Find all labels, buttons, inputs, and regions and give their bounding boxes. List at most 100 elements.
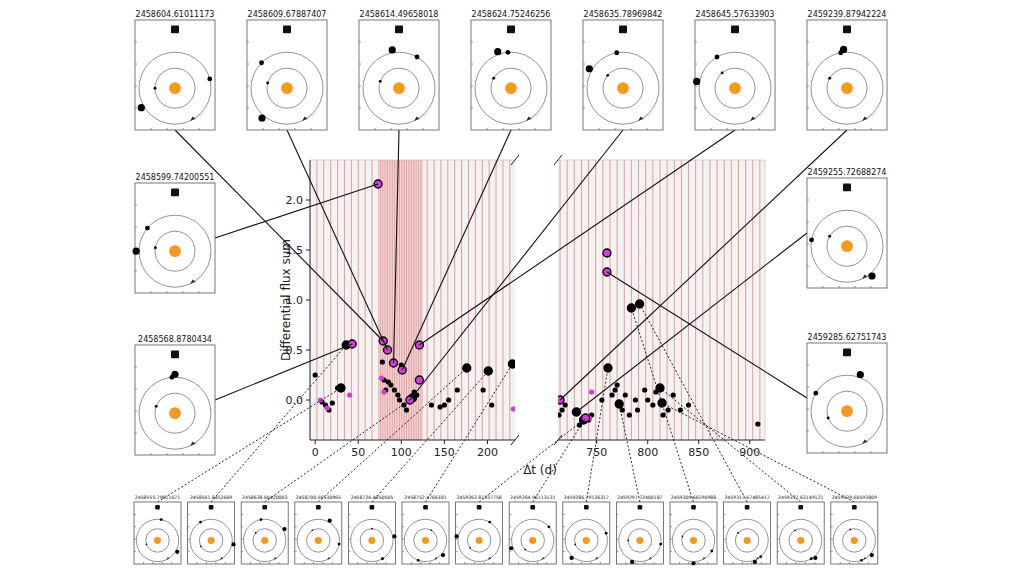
point-dot	[633, 397, 638, 402]
vertical-line	[461, 160, 462, 440]
point-dot	[404, 407, 409, 412]
point-dot	[429, 402, 434, 407]
point-dot	[599, 397, 604, 402]
orbit	[715, 68, 755, 108]
point-dot	[313, 372, 318, 377]
callout-line	[215, 344, 352, 400]
vertical-line	[372, 160, 373, 440]
thumbnail-tick	[583, 86, 585, 87]
x-tick-label: 200	[477, 446, 498, 459]
thumbnail-tick	[616, 539, 618, 540]
orbit	[811, 52, 883, 124]
thumbnail-tick	[135, 227, 137, 228]
thumbnail-frame	[563, 502, 610, 564]
thumbnail-tick	[670, 526, 672, 527]
thumbnail-tick	[386, 562, 387, 564]
thumbnail-tick	[831, 526, 833, 527]
top-line	[310, 160, 515, 161]
star	[851, 537, 858, 544]
planet	[494, 48, 501, 55]
x-tick	[487, 440, 488, 444]
thumbnail-label: 2458638.60420003	[242, 495, 287, 500]
vertical-line	[468, 160, 469, 440]
point-dot	[559, 407, 564, 412]
orbit-thumbnail	[563, 502, 610, 564]
thumbnail-tick	[616, 526, 618, 527]
planet	[138, 104, 145, 111]
x-tick	[315, 440, 316, 444]
thumbnail-tick	[295, 128, 296, 130]
planet	[691, 561, 695, 565]
data-point	[635, 407, 640, 412]
vertical-line	[427, 160, 428, 440]
thumbnail-tick	[695, 86, 697, 87]
thumbnail-tick	[724, 551, 726, 552]
thumbnail-tick	[635, 562, 636, 564]
orbit	[136, 519, 178, 561]
thumbnail-tick	[247, 86, 249, 87]
thumbnail-tick	[430, 562, 431, 564]
thumbnail-tick	[375, 128, 376, 130]
direction-arrow	[220, 557, 223, 560]
thumbnail-label: 2458568.8780434	[138, 335, 212, 344]
planet	[840, 46, 847, 53]
thumbnail-tick	[777, 514, 779, 515]
thumbnail-tick	[135, 411, 137, 412]
thumbnail-tick	[583, 64, 585, 65]
thumbnail-tick	[188, 551, 190, 552]
thumbnail-label: 2459285.62751743	[808, 333, 887, 342]
thumbnail-frame	[807, 20, 887, 130]
callout-line	[479, 420, 583, 502]
callout-line	[660, 388, 801, 502]
thumbnail-tick	[727, 128, 728, 130]
thumbnail-tick	[724, 514, 726, 515]
x-tick	[444, 440, 445, 444]
thumbnail-tick	[439, 562, 440, 564]
thumbnail-frame	[695, 20, 775, 130]
observer-icon	[619, 26, 627, 34]
callout-line	[215, 184, 378, 238]
direction-arrow	[327, 557, 330, 560]
planet	[381, 557, 384, 560]
point-dot	[347, 392, 352, 397]
orbit-thumbnail	[509, 502, 556, 564]
thumbnail-tick	[465, 562, 466, 564]
thumbnail-tick	[135, 108, 137, 109]
data-point	[615, 382, 620, 387]
vertical-line	[617, 160, 618, 440]
thumbnail-tick	[509, 526, 511, 527]
x-tick	[647, 440, 648, 444]
thumbnail-tick	[814, 562, 815, 564]
vertical-line	[645, 160, 646, 440]
orbit-thumbnail	[247, 20, 327, 130]
vertical-line	[688, 160, 689, 440]
orbit-thumbnail	[807, 178, 887, 288]
planet	[171, 371, 178, 378]
point-dot	[609, 392, 614, 397]
thumbnail-tick	[759, 128, 760, 130]
direction-arrow	[862, 275, 868, 279]
thumbnail-tick	[359, 108, 361, 109]
vertical-line	[610, 160, 611, 440]
orbit	[628, 529, 652, 553]
thumbnail-tick	[359, 86, 361, 87]
observer-icon	[370, 505, 375, 509]
thumbnail-tick	[707, 562, 708, 564]
planet	[441, 553, 445, 557]
planet	[630, 560, 634, 564]
vertical-line	[344, 160, 345, 440]
observer-icon	[852, 505, 857, 509]
direction-arrow	[488, 557, 491, 560]
thumbnail-tick	[742, 562, 743, 564]
orbit	[811, 210, 883, 282]
vertical-line	[496, 160, 497, 440]
thumbnail-frame	[135, 20, 215, 130]
thumbnail-tick	[135, 389, 137, 390]
planet	[737, 532, 739, 534]
orbit	[199, 529, 223, 553]
point-dot	[613, 387, 618, 392]
y-tick-label: 2.0	[286, 194, 304, 207]
thumbnail-tick	[143, 562, 144, 564]
planet	[255, 532, 257, 534]
callout-line	[265, 398, 413, 502]
